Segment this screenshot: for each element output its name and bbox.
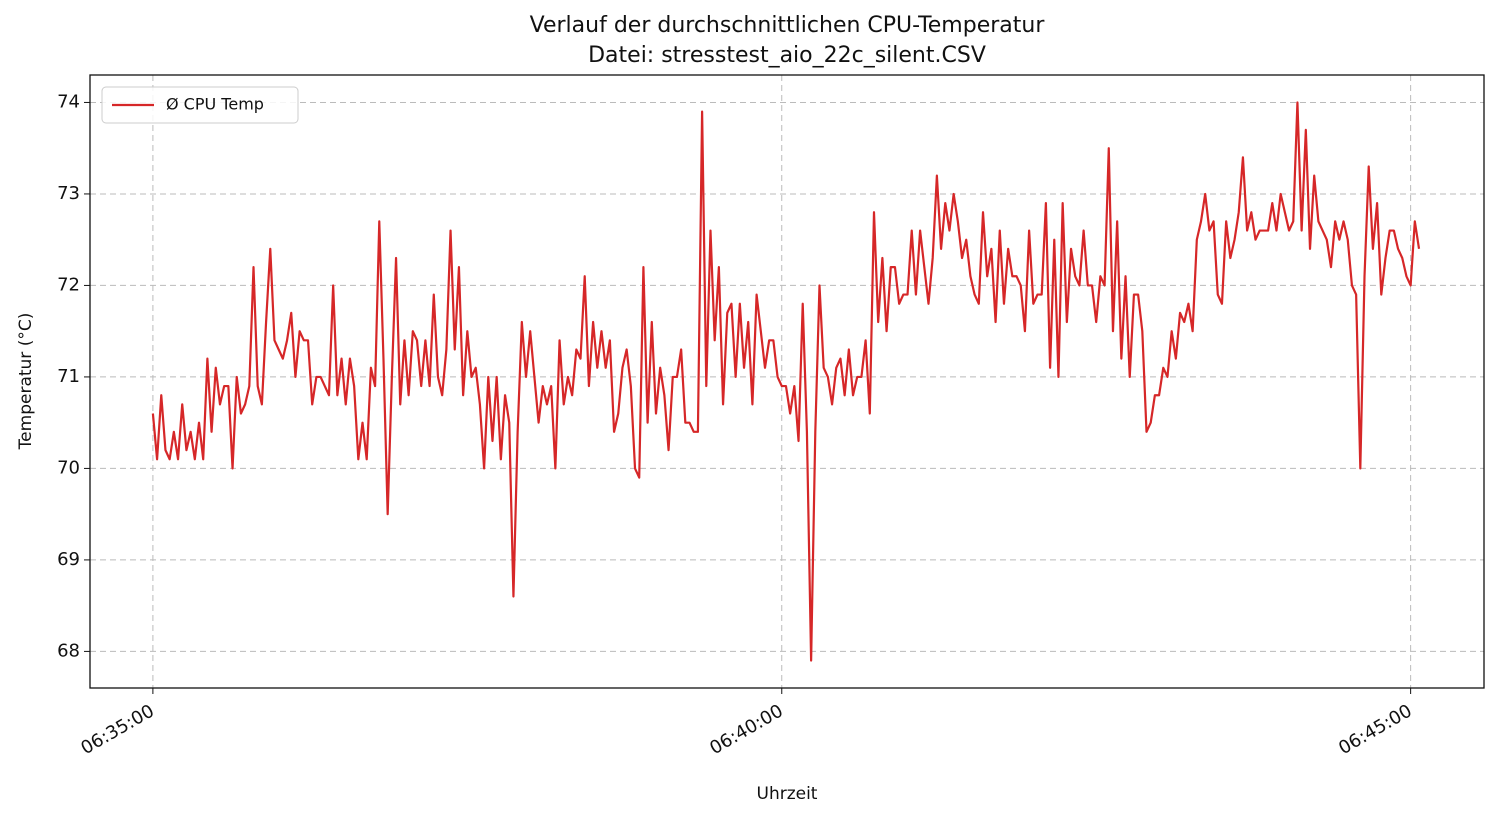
y-tick-label: 71 [57,366,80,387]
y-tick-label: 68 [57,640,80,661]
y-tick-label: 74 [57,91,80,112]
data-line [151,101,1421,662]
chart-title: Verlauf der durchschnittlichen CPU-Tempe… [530,13,1046,38]
plot-frame [89,74,1485,689]
x-axis-label: Uhrzeit [757,784,818,804]
legend-label: Ø CPU Temp [166,95,264,114]
chart-subtitle: Datei: stresstest_aio_22c_silent.CSV [588,43,986,68]
y-tick-label: 73 [57,183,80,204]
legend-box [101,86,299,124]
y-tick-label: 72 [57,274,80,295]
y-tick-label: 70 [57,457,80,478]
plot-area [151,101,1421,662]
y-tick-label: 69 [57,549,80,570]
grid [90,75,1484,688]
legend: Ø CPU Temp [101,86,299,124]
y-axis-label: Temperatur (°C) [16,313,36,451]
